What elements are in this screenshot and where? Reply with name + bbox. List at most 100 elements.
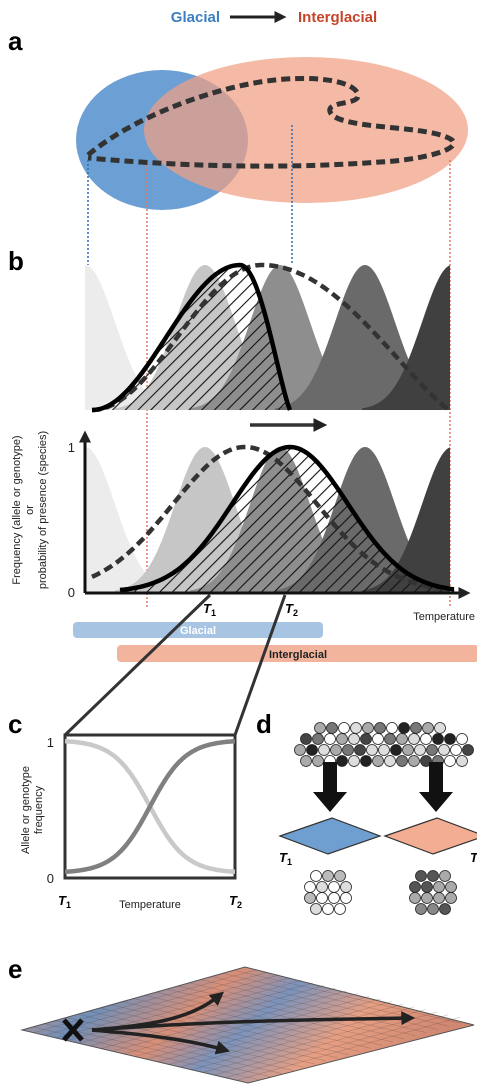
individual: [434, 882, 445, 893]
arrow: [313, 762, 347, 812]
individual: [445, 756, 456, 767]
arrow: [419, 762, 453, 812]
individual: [421, 734, 432, 745]
figure: a Glacial Interglacial b 1 0 Frequency (…: [0, 0, 477, 1085]
individual: [427, 745, 438, 756]
panel-letter: d: [256, 709, 272, 739]
individual: [373, 734, 384, 745]
individual: [335, 871, 346, 882]
individual: [457, 756, 468, 767]
individual: [379, 745, 390, 756]
individual: [367, 745, 378, 756]
individual: [397, 734, 408, 745]
individual: [409, 756, 420, 767]
individual: [317, 882, 328, 893]
individual: [317, 893, 328, 904]
individual: [325, 734, 336, 745]
individual: [373, 756, 384, 767]
y-tick-label: 0: [47, 871, 54, 886]
lower-plot: [85, 447, 455, 592]
individual: [403, 745, 414, 756]
individual: [329, 893, 340, 904]
individual: [335, 904, 346, 915]
x-tick-label: T1: [203, 601, 216, 618]
x-axis-label: Temperature: [119, 899, 181, 911]
individual: [341, 882, 352, 893]
individual: [343, 745, 354, 756]
plane-label: T: [470, 850, 477, 865]
individual: [361, 756, 372, 767]
individual: [341, 893, 352, 904]
environment-plane: [280, 818, 380, 854]
individual: [440, 904, 451, 915]
individual: [446, 893, 457, 904]
allele-curve: [65, 741, 235, 872]
individual: [446, 882, 457, 893]
individual: [375, 723, 386, 734]
individual: [295, 745, 306, 756]
upper-plot: [85, 265, 450, 410]
y-axis-label: Frequency (allele or genotype) or probab…: [11, 431, 49, 589]
individual: [385, 734, 396, 745]
individual: [451, 745, 462, 756]
x-tick-label: T1: [58, 893, 71, 910]
x-tick-label: T2: [285, 601, 298, 618]
individual: [339, 723, 350, 734]
individual: [385, 756, 396, 767]
individual: [387, 723, 398, 734]
individual: [327, 723, 338, 734]
panel-letter: c: [8, 709, 22, 739]
individual: [433, 734, 444, 745]
individual: [422, 893, 433, 904]
individual: [409, 734, 420, 745]
x-axis-label: Temperature: [413, 611, 475, 623]
individual: [319, 745, 330, 756]
individual: [307, 745, 318, 756]
individual: [331, 745, 342, 756]
individual: [313, 756, 324, 767]
individual: [415, 745, 426, 756]
x-tick-label: T2: [229, 893, 242, 910]
population: [295, 723, 474, 767]
y-axis-label-line: or: [24, 505, 36, 515]
y-axis-label-line: Allele or genotype: [20, 766, 32, 854]
environment-plane: [385, 818, 477, 854]
individual: [315, 723, 326, 734]
individual: [410, 882, 421, 893]
individual: [391, 745, 402, 756]
individual: [411, 723, 422, 734]
individual: [355, 745, 366, 756]
title-from: Glacial: [171, 9, 220, 26]
individual: [361, 734, 372, 745]
subpopulations: [305, 871, 457, 915]
individual: [439, 745, 450, 756]
individual: [311, 904, 322, 915]
individual: [435, 723, 446, 734]
range-label: Glacial: [180, 625, 216, 637]
individual: [313, 734, 324, 745]
individual: [337, 756, 348, 767]
range-label: Interglacial: [269, 649, 327, 661]
individual: [349, 756, 360, 767]
y-axis-label: Allele or genotype frequency: [20, 766, 45, 854]
y-tick-label: 1: [47, 735, 54, 750]
panel-letter: e: [8, 954, 22, 984]
y-tick-label: 0: [68, 585, 75, 600]
panel-letter: a: [8, 26, 23, 56]
individual: [305, 893, 316, 904]
individual: [323, 871, 334, 882]
individual: [323, 904, 334, 915]
panel-letter: b: [8, 246, 24, 276]
individual: [351, 723, 362, 734]
individual: [301, 734, 312, 745]
individual: [301, 756, 312, 767]
title-to: Interglacial: [298, 9, 377, 26]
individual: [423, 723, 434, 734]
individual: [463, 745, 474, 756]
individual: [305, 882, 316, 893]
individual: [428, 871, 439, 882]
individual: [399, 723, 410, 734]
individual: [434, 893, 445, 904]
individual: [445, 734, 456, 745]
individual: [457, 734, 468, 745]
